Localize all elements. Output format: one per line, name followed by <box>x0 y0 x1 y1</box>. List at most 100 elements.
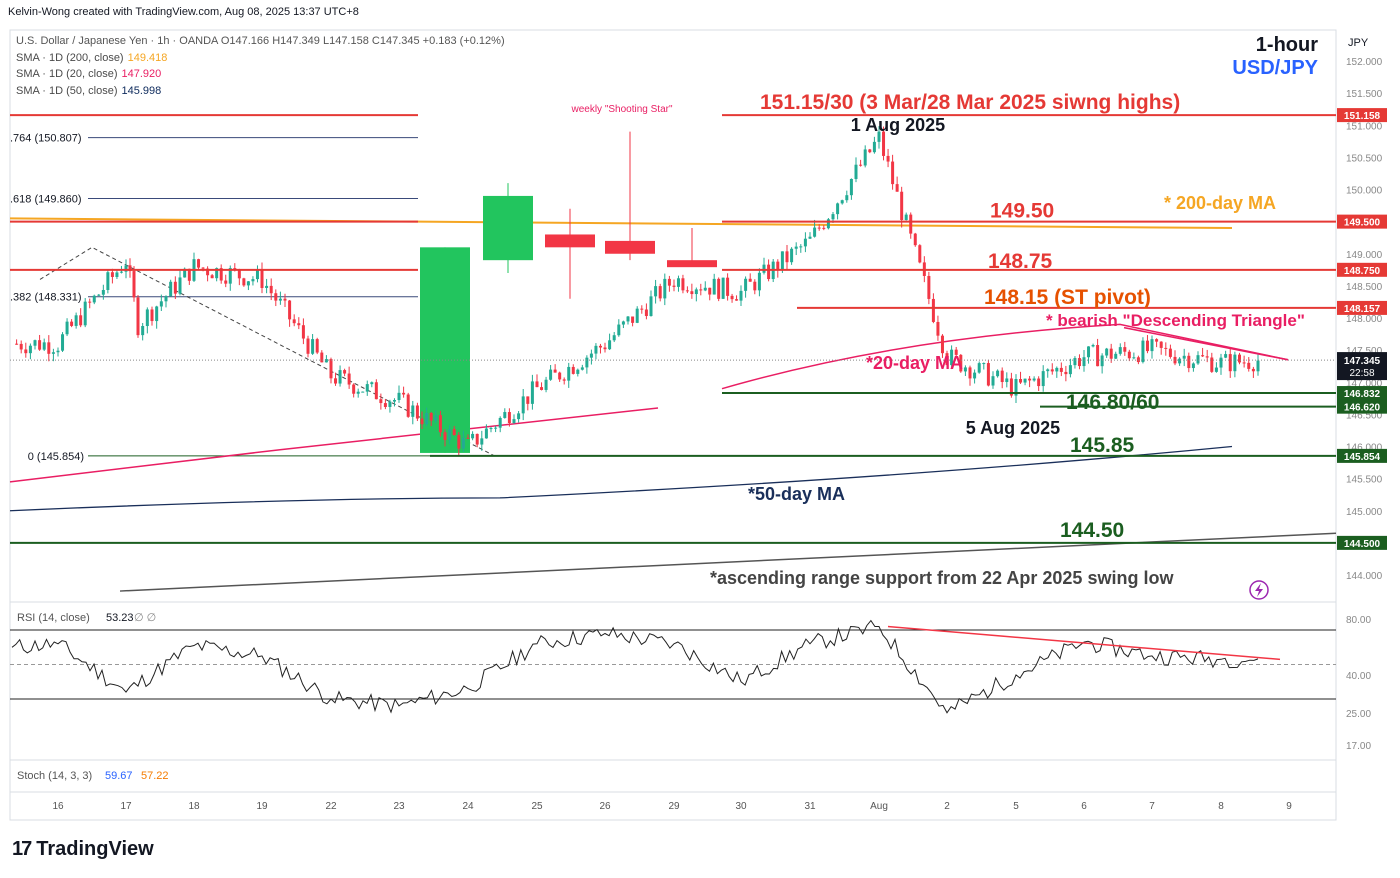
candle-body <box>383 403 387 407</box>
candle-body <box>767 264 771 280</box>
fibonacci-retracement[interactable]: .764 (150.807) .618 (149.860) .382 (148.33… <box>10 133 700 463</box>
candle-body <box>1127 351 1131 359</box>
legend-sma-20[interactable]: SMA · 1D (20, close) 147.920 <box>16 68 162 80</box>
candle-body <box>411 405 415 417</box>
candle-body <box>101 289 105 295</box>
timeframe-label: 1-hour <box>1255 34 1318 56</box>
candle-body <box>1228 354 1232 372</box>
candle-body <box>178 277 182 294</box>
candle-body <box>379 399 383 404</box>
price-axis[interactable]: 152.000 151.500 151.000 150.500 150.000 149.5… <box>1346 57 1383 582</box>
candle-body <box>1247 362 1251 369</box>
candle-body <box>1114 353 1118 359</box>
candle-body <box>799 246 803 248</box>
candle-body <box>973 372 977 379</box>
candle-body <box>352 384 356 394</box>
symbol-label: USD/JPY <box>1232 57 1318 79</box>
candle-body <box>498 417 502 428</box>
time-tick: 18 <box>188 801 200 812</box>
candle-body <box>739 290 743 301</box>
level-label: 144.50 <box>1060 519 1124 542</box>
alert-lightning-icon[interactable] <box>1249 580 1269 600</box>
triangle-resistance-line <box>1123 326 1289 361</box>
price-series <box>10 126 1336 456</box>
candle-body <box>374 382 378 400</box>
weekly-candles-overlay <box>420 131 717 453</box>
candle-body <box>19 343 23 350</box>
candle-body <box>1055 367 1059 372</box>
time-tick: 8 <box>1218 801 1224 812</box>
price-tick: 144.000 <box>1346 571 1383 582</box>
candle-body <box>338 370 342 384</box>
candle-body <box>292 319 296 324</box>
candle-body <box>1214 367 1218 372</box>
candle-body <box>891 161 895 185</box>
candle-body <box>1091 345 1095 347</box>
candle-body <box>900 191 904 221</box>
candle-body <box>79 315 83 326</box>
weekly-candle <box>545 234 595 248</box>
candle-body <box>255 269 259 280</box>
candle-body <box>242 278 246 286</box>
tradingview-logo[interactable]: 17 TradingView <box>12 838 154 861</box>
price-tick: 151.000 <box>1346 121 1383 132</box>
candle-body <box>753 281 757 291</box>
price-tag: 149.500 <box>1344 218 1381 229</box>
stoch-k-value: 59.67 <box>105 770 133 782</box>
candle-body <box>512 419 516 424</box>
rsi-divergence-line <box>887 625 1281 661</box>
tradingview-logo-icon: 17 <box>12 838 32 860</box>
price-tick: 146.000 <box>1346 443 1383 454</box>
candle-body <box>201 267 205 269</box>
candle-body <box>776 261 780 271</box>
candle-body <box>448 429 452 440</box>
candle-body <box>1005 378 1009 383</box>
price-tag-bg <box>1337 386 1387 401</box>
candle-body <box>1159 341 1163 348</box>
candle-body <box>803 238 807 247</box>
candle-body <box>535 381 539 388</box>
candle-body <box>24 349 28 354</box>
time-tick: Aug <box>870 801 888 812</box>
candle-body <box>594 345 598 354</box>
time-axis[interactable]: 16 17 18 19 22 23 24 25 26 29 30 31 Aug 2 5 6 7 8 9 <box>52 801 1292 812</box>
candle-body <box>136 297 140 336</box>
key-levels[interactable]: 151.15/30 (3 Mar/28 Mar 2025 siwng highs… <box>10 91 1336 544</box>
candle-body <box>735 299 739 301</box>
candle-body <box>877 131 881 142</box>
candle-body <box>1251 368 1255 372</box>
candle-body <box>598 345 602 348</box>
symbol-title-line[interactable]: U.S. Dollar / Japanese Yen · 1h · OANDA … <box>16 35 505 47</box>
candle-body <box>544 379 548 390</box>
candle-body <box>553 369 557 373</box>
price-tag-bg <box>1337 448 1387 463</box>
candle-body <box>88 301 92 303</box>
candle-body <box>115 272 119 277</box>
candle-body <box>128 265 132 272</box>
candle-body <box>452 429 456 436</box>
candle-body <box>526 396 530 404</box>
candle-body <box>517 413 521 420</box>
candle-body <box>909 214 913 234</box>
price-tick: 148.500 <box>1346 282 1383 293</box>
ma20-note: *20-day MA <box>866 353 963 373</box>
time-tick: 17 <box>120 801 132 812</box>
candle-body <box>415 405 419 419</box>
legend-sma-200[interactable]: SMA · 1D (200, close) 149.418 <box>16 51 168 64</box>
candle-body <box>1041 371 1045 387</box>
candle-body <box>986 363 990 386</box>
candle-body <box>1164 347 1168 349</box>
time-tick: 16 <box>52 801 64 812</box>
rsi-pane[interactable]: 80.00 40.00 25.00 17.00 RSI (14, close) 53.23… <box>10 612 1371 752</box>
candle-body <box>329 359 333 379</box>
candle-body <box>361 391 365 393</box>
candle-body <box>813 227 817 237</box>
stoch-d-value: 57.22 <box>141 770 169 782</box>
price-tag-bg <box>1337 399 1387 414</box>
legend-sma-50[interactable]: SMA · 1D (50, close) 145.998 <box>16 84 162 97</box>
ascending-note: *ascending range support from 22 Apr 202… <box>710 568 1174 588</box>
candle-body <box>159 301 163 307</box>
candle-body <box>968 367 972 379</box>
candle-body <box>685 290 689 292</box>
